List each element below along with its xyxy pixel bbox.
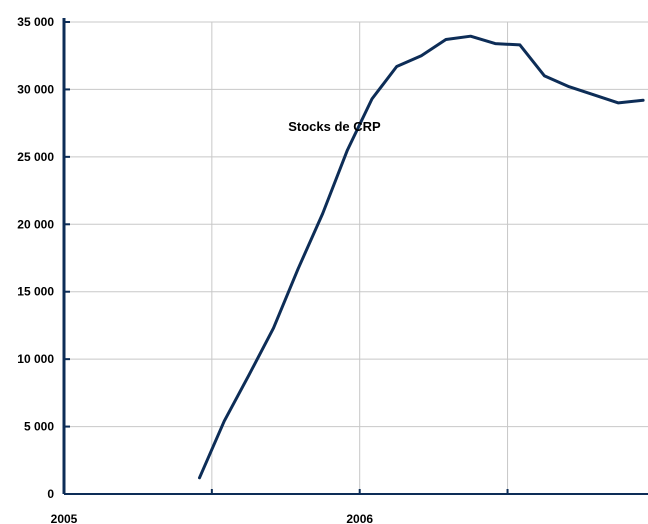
data-point (420, 54, 423, 57)
annotations: Stocks de CRP (288, 119, 381, 134)
y-tick-label: 35 000 (17, 15, 54, 29)
x-tick-label: 2005 (51, 512, 78, 524)
y-tick-label: 15 000 (17, 285, 54, 299)
y-axis: 0 5 000 10 000 15 000 20 000 25 000 30 000 35 0… (17, 15, 70, 501)
data-point (395, 65, 398, 68)
gridlines (64, 21, 648, 494)
data-point (296, 267, 300, 270)
data-point (518, 43, 522, 47)
data-point (247, 374, 251, 377)
data-point (272, 326, 275, 330)
data-point (370, 97, 374, 101)
series-layer (198, 34, 645, 480)
data-point (469, 34, 472, 38)
x-tick-label: 2006 (346, 512, 373, 524)
data-point (444, 38, 448, 41)
y-tick-label: 30 000 (17, 82, 54, 96)
y-tick-label: 20 000 (17, 217, 54, 231)
x-axis: 2005 2006 (51, 489, 648, 524)
series-label: Stocks de CRP (288, 119, 381, 134)
data-point (592, 93, 595, 97)
data-point (494, 42, 497, 45)
data-point (222, 419, 226, 423)
data-point (543, 74, 546, 78)
y-tick-label: 0 (47, 487, 54, 501)
y-tick-label: 25 000 (17, 150, 54, 164)
data-point (198, 476, 201, 480)
data-point (567, 85, 571, 88)
data-point (617, 101, 620, 105)
data-point (346, 148, 349, 152)
series-line (198, 34, 645, 480)
data-point (641, 99, 645, 102)
y-tick-label: 10 000 (17, 352, 54, 366)
y-tick-label: 5 000 (24, 420, 54, 434)
data-point (321, 212, 324, 215)
